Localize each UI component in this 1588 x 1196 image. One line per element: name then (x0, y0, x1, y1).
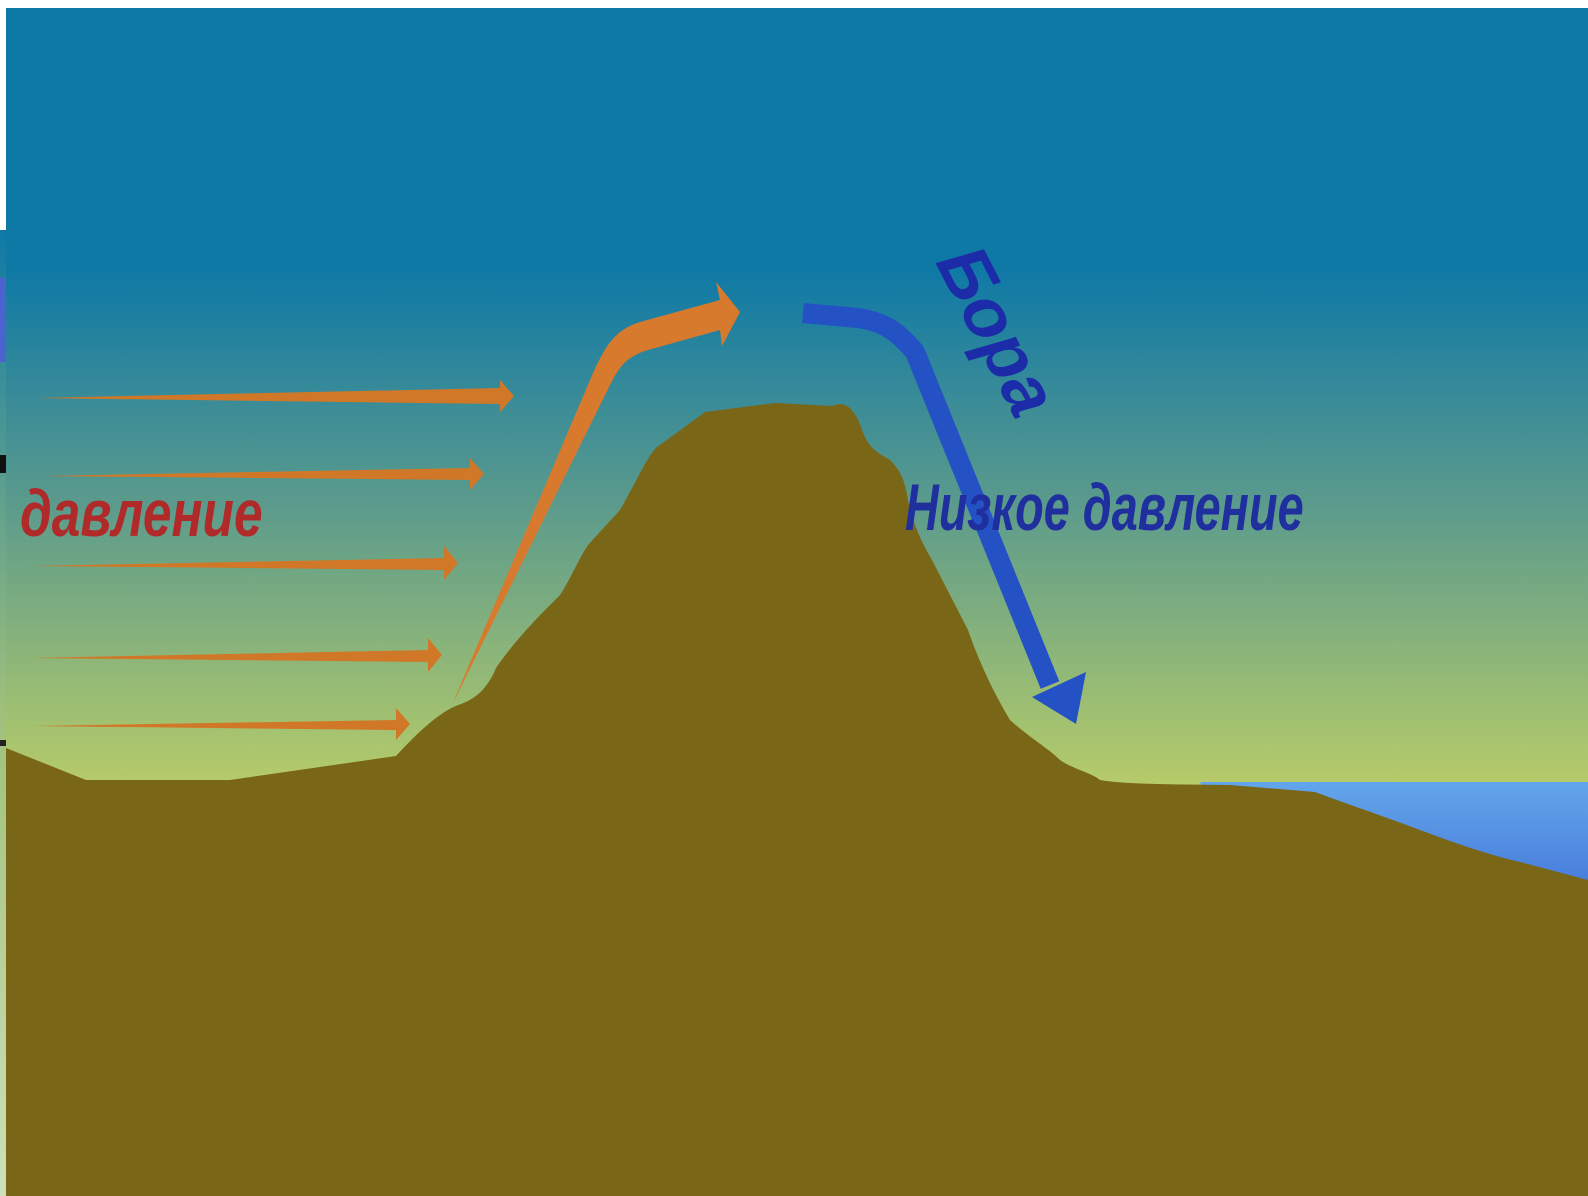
high-pressure-label: давление (20, 476, 263, 551)
warm-air-arrow (36, 380, 514, 412)
rising-air-arrow (452, 282, 740, 705)
left-edge-blue-mark (0, 278, 6, 362)
bora-arrow-shaft (802, 303, 1060, 689)
left-edge-dark-mark (0, 455, 6, 473)
left-edge-dark-mark-2 (0, 740, 6, 746)
bora-arrow-head (1032, 672, 1086, 724)
warm-air-arrow (30, 638, 442, 672)
bora-descending-arrow (802, 303, 1086, 724)
warm-air-arrow (30, 546, 458, 580)
mountain (6, 403, 1588, 1196)
warm-air-arrow (30, 708, 410, 740)
warm-air-arrow (40, 458, 484, 490)
warm-air-arrows (30, 380, 514, 740)
low-pressure-label: Низкое давление (905, 471, 1304, 545)
left-edge-strip (0, 230, 6, 1196)
